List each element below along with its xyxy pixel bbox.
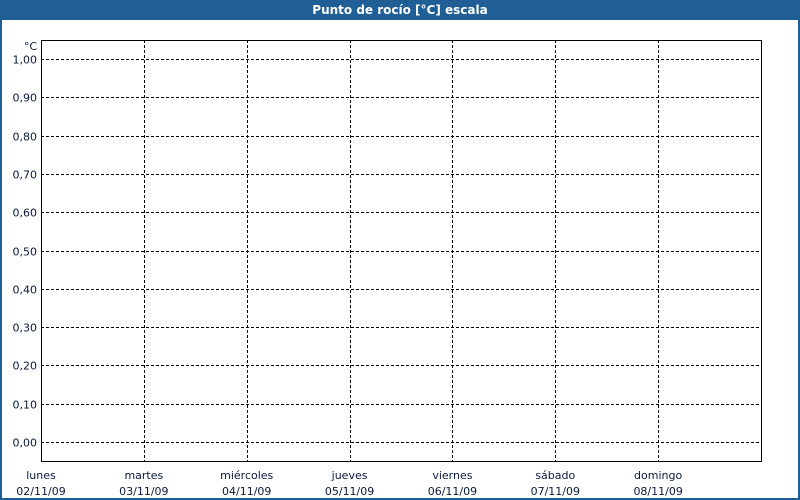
x-tick-date: 06/11/09 xyxy=(428,485,477,498)
y-tick-label: 0,10 xyxy=(13,399,38,412)
y-tick-label: 0,50 xyxy=(13,246,38,259)
chart-title: Punto de rocío [°C] escala xyxy=(0,0,800,20)
y-tick-label: 0,30 xyxy=(13,322,38,335)
x-tick-day: viernes xyxy=(432,469,472,482)
x-tick-day: miércoles xyxy=(220,469,273,482)
x-tick-day: jueves xyxy=(331,469,368,482)
y-tick-label: 0,20 xyxy=(13,360,38,373)
x-tick-date: 08/11/09 xyxy=(633,485,682,498)
x-tick-date: 07/11/09 xyxy=(531,485,580,498)
x-tick-date: 05/11/09 xyxy=(325,485,374,498)
x-tick-date: 02/11/09 xyxy=(16,485,65,498)
plot-frame xyxy=(41,40,762,462)
x-tick-day: sábado xyxy=(535,469,575,482)
y-tick-label: 0,70 xyxy=(13,169,38,182)
x-tick-date: 04/11/09 xyxy=(222,485,271,498)
x-tick-day: martes xyxy=(124,469,163,482)
y-tick-label: 0,40 xyxy=(13,284,38,297)
y-tick-label: 0,60 xyxy=(13,207,38,220)
y-tick-label: 0,00 xyxy=(13,437,38,450)
y-tick-label: 0,80 xyxy=(13,131,38,144)
y-axis-unit: °C xyxy=(24,40,38,53)
y-tick-label: 0,90 xyxy=(13,92,38,105)
x-tick-day: lunes xyxy=(26,469,56,482)
y-tick-label: 1,00 xyxy=(13,54,38,67)
x-tick-day: domingo xyxy=(634,469,682,482)
x-tick-date: 03/11/09 xyxy=(119,485,168,498)
